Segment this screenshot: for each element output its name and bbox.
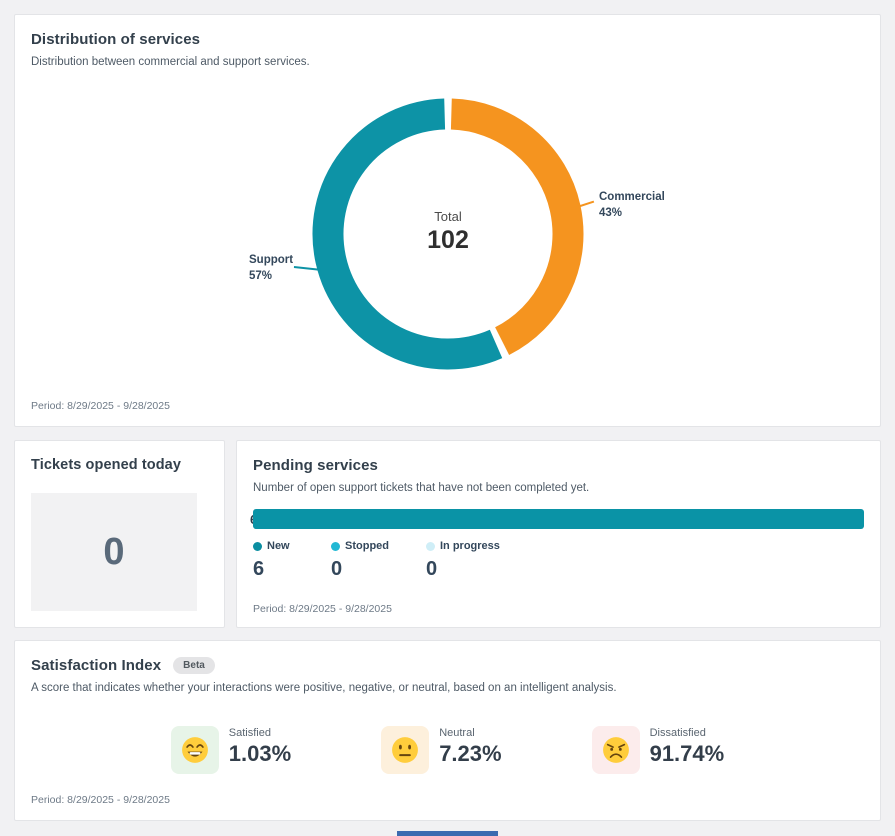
pending-legend: New 6 Stopped 0 In progress 0	[253, 540, 536, 581]
legend-label-new: New	[267, 540, 290, 552]
neutral-face-emoji	[381, 726, 430, 774]
card-title: Pending services	[253, 457, 378, 474]
legend-item-stopped[interactable]: Stopped 0	[331, 540, 426, 581]
donut-svg	[312, 98, 584, 370]
distribution-of-services-card: Distribution of services Distribution be…	[14, 14, 881, 427]
legend-dot-in-progress	[426, 541, 435, 551]
grinning-face-emoji	[170, 726, 219, 774]
stat-dissatisfied: Dissatisfied 91.74%	[591, 726, 725, 774]
donut-chart[interactable]: Total 102	[310, 96, 586, 372]
period-label: Period: 8/29/2025 - 9/28/2025	[253, 603, 392, 615]
angry-face-emoji	[591, 726, 640, 774]
legend-item-new[interactable]: New 6	[253, 540, 331, 581]
legend-value-stopped: 0	[331, 558, 343, 580]
legend-value-in-progress: 0	[426, 558, 438, 580]
tickets-count-box: 0	[31, 493, 197, 611]
stat-value: 91.74%	[649, 741, 725, 766]
donut-slice-commercial[interactable]	[450, 98, 584, 355]
satisfaction-stats-row: Satisfied 1.03% Neutral 7.23%	[15, 726, 880, 774]
bottom-scrollbar-thumb[interactable]	[397, 831, 498, 836]
stat-label: Dissatisfied	[649, 727, 706, 739]
card-subtitle: Distribution between commercial and supp…	[31, 56, 310, 68]
stat-neutral: Neutral 7.23%	[381, 726, 502, 774]
card-title: Satisfaction Index	[31, 657, 162, 674]
support-slice-label: Support 57%	[249, 253, 293, 284]
period-label: Period: 8/29/2025 - 9/28/2025	[31, 400, 170, 412]
support-label-name: Support	[249, 254, 294, 266]
legend-label-stopped: Stopped	[345, 540, 389, 552]
commercial-slice-label: Commercial 43%	[599, 190, 665, 221]
stat-satisfied: Satisfied 1.03%	[170, 726, 292, 774]
card-subtitle: Number of open support tickets that have…	[253, 482, 590, 494]
bar-segment-new[interactable]	[253, 509, 864, 529]
legend-dot-new	[253, 541, 262, 551]
tickets-opened-today-card: Tickets opened today 0	[14, 440, 225, 628]
pending-stacked-bar[interactable]: 6	[250, 509, 864, 529]
card-subtitle: A score that indicates whether your inte…	[31, 682, 617, 694]
period-label: Period: 8/29/2025 - 9/28/2025	[31, 794, 170, 806]
legend-value-new: 6	[253, 558, 265, 580]
stat-label: Satisfied	[228, 727, 271, 739]
tickets-count-value: 0	[103, 530, 125, 573]
legend-item-in-progress[interactable]: In progress 0	[426, 540, 536, 581]
support-label-pct: 57%	[249, 269, 273, 282]
card-title: Tickets opened today	[31, 457, 181, 473]
beta-badge: Beta	[173, 657, 215, 674]
donut-slice-support[interactable]	[312, 98, 503, 370]
legend-label-in-progress: In progress	[440, 540, 500, 552]
stat-value: 1.03%	[228, 741, 292, 766]
satisfaction-index-card: Satisfaction Index Beta A score that ind…	[14, 640, 881, 821]
commercial-label-pct: 43%	[599, 206, 623, 219]
card-title: Distribution of services	[31, 31, 201, 48]
stat-label: Neutral	[439, 727, 475, 739]
pending-services-card: Pending services Number of open support …	[236, 440, 881, 628]
legend-dot-stopped	[331, 541, 340, 551]
commercial-label-name: Commercial	[599, 191, 665, 203]
stat-value: 7.23%	[439, 741, 502, 766]
